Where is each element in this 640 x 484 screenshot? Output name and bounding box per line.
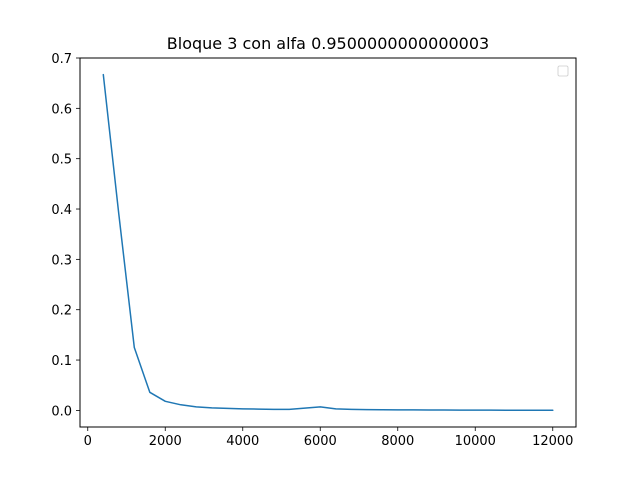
- legend-box: [557, 65, 569, 77]
- x-tick-label: 0: [84, 434, 92, 449]
- x-tick-label: 6000: [304, 434, 337, 449]
- x-tick-label: 2000: [149, 434, 182, 449]
- x-axis: 0 2000 4000 6000 8000 10000 12000: [84, 427, 573, 449]
- x-tick-label: 8000: [381, 434, 414, 449]
- y-tick-label: 0.3: [51, 253, 72, 268]
- y-tick-label: 0.0: [51, 404, 72, 419]
- y-tick-label: 0.1: [51, 354, 72, 369]
- x-tick-label: 4000: [226, 434, 259, 449]
- x-tick-label: 10000: [455, 434, 496, 449]
- chart-title: Bloque 3 con alfa 0.9500000000000003: [167, 34, 489, 53]
- y-tick-label: 0.7: [51, 52, 72, 67]
- y-tick-label: 0.4: [51, 203, 72, 218]
- plot-area: [102, 73, 554, 411]
- axes-frame: [79, 57, 577, 428]
- series-line: [102, 73, 554, 411]
- x-tick-label: 12000: [532, 434, 573, 449]
- y-axis: 0.0 0.1 0.2 0.3 0.4 0.5 0.6 0.7: [51, 52, 80, 419]
- y-tick-label: 0.2: [51, 304, 72, 319]
- y-tick-label: 0.5: [51, 153, 72, 168]
- y-tick-label: 0.6: [51, 102, 72, 117]
